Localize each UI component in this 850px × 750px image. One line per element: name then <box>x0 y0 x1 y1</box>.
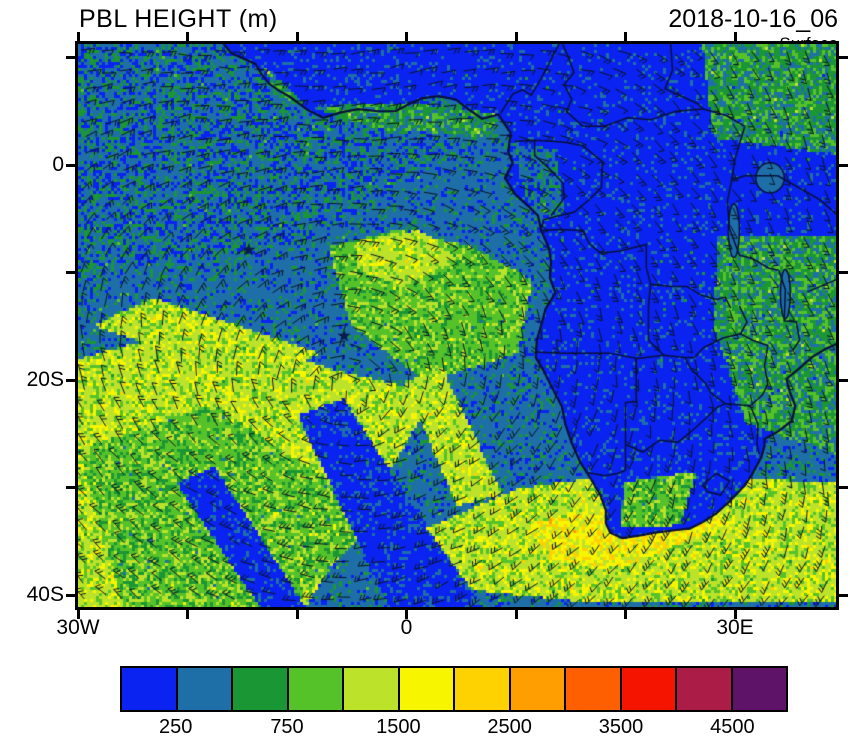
axis-tick <box>76 32 80 41</box>
axis-tick <box>839 378 848 382</box>
colorbar-tick-label: 3500 <box>598 716 644 738</box>
axis-tick <box>66 378 75 382</box>
axis-tick <box>839 56 848 59</box>
y-tick-label: 0 <box>52 153 64 176</box>
colorbar-cell <box>177 668 233 710</box>
colorbar-cell <box>677 668 733 710</box>
axis-tick <box>839 163 848 167</box>
axis-tick <box>295 32 299 41</box>
axis-tick <box>839 486 848 489</box>
axis-tick <box>186 32 189 41</box>
colorbar-cell <box>621 668 677 710</box>
colorbar-cell <box>344 668 400 710</box>
colorbar-tick-label: 1500 <box>376 716 421 738</box>
axis-tick <box>66 56 75 59</box>
y-tick-label: 40S <box>26 583 64 606</box>
axis-tick <box>733 32 737 41</box>
chart-title: PBL HEIGHT (m) <box>79 5 278 33</box>
axis-tick <box>839 271 848 274</box>
colorbar-cell <box>510 668 566 710</box>
axis-tick <box>514 610 518 619</box>
map-canvas <box>78 44 836 607</box>
x-tick-label: 0 <box>400 616 413 639</box>
axis-tick <box>66 486 75 489</box>
datetime-label: 2018-10-16_06 <box>668 5 838 33</box>
colorbar <box>120 666 788 712</box>
axis-tick <box>514 32 518 41</box>
y-tick-label: 20S <box>26 368 64 391</box>
colorbar-tick-label: 250 <box>158 716 193 738</box>
axis-tick <box>405 32 408 41</box>
axis-tick <box>405 610 408 619</box>
colorbar-tick-label: 4500 <box>710 716 755 738</box>
axis-tick <box>624 32 627 41</box>
colorbar-tick-label: 2500 <box>487 716 532 738</box>
axis-tick <box>76 610 80 619</box>
colorbar-cell <box>233 668 289 710</box>
axis-tick <box>839 593 848 597</box>
colorbar-cell <box>566 668 622 710</box>
axis-tick <box>186 610 189 619</box>
axis-tick <box>295 610 299 619</box>
colorbar-cell <box>732 668 786 710</box>
colorbar-tick-label: 750 <box>270 716 304 738</box>
x-tick-label: 30W <box>56 616 100 639</box>
axis-tick <box>624 610 627 619</box>
colorbar-cell <box>288 668 344 710</box>
colorbar-cell <box>399 668 455 710</box>
axis-tick <box>66 593 75 597</box>
axis-tick <box>733 610 737 619</box>
x-tick-label: 30E <box>716 616 754 639</box>
colorbar-cell <box>455 668 511 710</box>
axis-tick <box>66 271 75 274</box>
colorbar-cell <box>122 668 178 710</box>
axis-tick <box>66 163 75 167</box>
